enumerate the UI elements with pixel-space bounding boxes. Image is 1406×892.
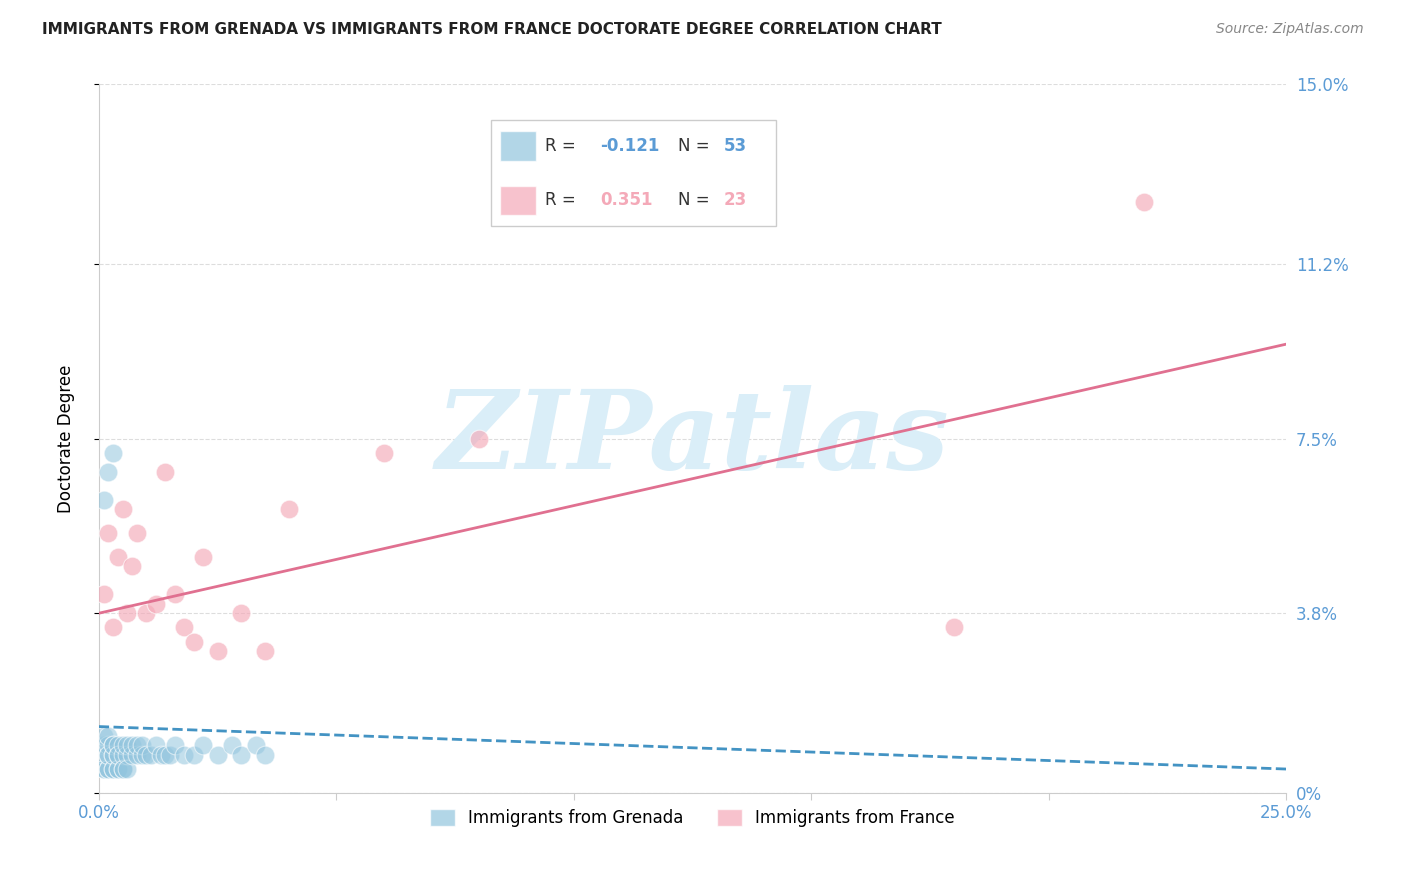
Point bbox=[97, 747, 120, 762]
Y-axis label: Doctorate Degree: Doctorate Degree bbox=[58, 364, 75, 513]
Point bbox=[101, 739, 124, 753]
Point bbox=[93, 739, 115, 753]
Text: 53: 53 bbox=[724, 137, 747, 155]
Point bbox=[101, 739, 124, 753]
Point bbox=[121, 559, 143, 574]
Point bbox=[117, 606, 139, 620]
Point bbox=[193, 739, 215, 753]
Point bbox=[101, 620, 124, 634]
Point bbox=[93, 762, 115, 776]
Point bbox=[97, 762, 120, 776]
Point bbox=[93, 762, 115, 776]
Point bbox=[101, 762, 124, 776]
Point bbox=[97, 762, 120, 776]
Point bbox=[131, 739, 153, 753]
Point bbox=[183, 747, 205, 762]
Point bbox=[117, 739, 139, 753]
Point bbox=[1133, 195, 1156, 210]
Point bbox=[207, 747, 229, 762]
Point bbox=[97, 526, 120, 541]
Point bbox=[101, 762, 124, 776]
Text: 23: 23 bbox=[724, 191, 747, 209]
Point bbox=[163, 587, 186, 601]
FancyBboxPatch shape bbox=[491, 120, 776, 226]
Point bbox=[221, 739, 243, 753]
Point bbox=[245, 739, 267, 753]
Text: N =: N = bbox=[678, 137, 716, 155]
Point bbox=[101, 747, 124, 762]
Point bbox=[111, 762, 134, 776]
Point bbox=[125, 739, 148, 753]
Point bbox=[93, 492, 115, 507]
Point bbox=[193, 549, 215, 564]
Point bbox=[125, 526, 148, 541]
Point bbox=[125, 747, 148, 762]
Point bbox=[97, 729, 120, 743]
Point bbox=[207, 644, 229, 658]
Point bbox=[254, 747, 277, 762]
Point bbox=[111, 762, 134, 776]
Point bbox=[111, 502, 134, 516]
Point bbox=[107, 739, 129, 753]
Point bbox=[121, 739, 143, 753]
Point bbox=[93, 729, 115, 743]
Point bbox=[135, 606, 157, 620]
Point bbox=[121, 747, 143, 762]
Point bbox=[117, 747, 139, 762]
Point bbox=[101, 747, 124, 762]
Point bbox=[942, 620, 965, 634]
Text: -0.121: -0.121 bbox=[600, 137, 659, 155]
Point bbox=[97, 465, 120, 479]
FancyBboxPatch shape bbox=[501, 131, 536, 161]
Point bbox=[145, 739, 167, 753]
Point bbox=[107, 747, 129, 762]
Point bbox=[149, 747, 172, 762]
Point bbox=[107, 762, 129, 776]
Point bbox=[107, 762, 129, 776]
Point bbox=[117, 762, 139, 776]
Point bbox=[183, 634, 205, 648]
Point bbox=[111, 747, 134, 762]
Text: R =: R = bbox=[546, 137, 581, 155]
Text: Source: ZipAtlas.com: Source: ZipAtlas.com bbox=[1216, 22, 1364, 37]
Point bbox=[373, 446, 395, 460]
Point bbox=[231, 747, 253, 762]
Point bbox=[97, 747, 120, 762]
Point bbox=[107, 549, 129, 564]
Text: 0.351: 0.351 bbox=[600, 191, 652, 209]
Point bbox=[173, 620, 195, 634]
FancyBboxPatch shape bbox=[501, 186, 536, 216]
Point bbox=[135, 747, 157, 762]
Legend: Immigrants from Grenada, Immigrants from France: Immigrants from Grenada, Immigrants from… bbox=[423, 803, 962, 834]
Point bbox=[159, 747, 181, 762]
Text: N =: N = bbox=[678, 191, 716, 209]
Point bbox=[254, 644, 277, 658]
Point bbox=[131, 747, 153, 762]
Text: R =: R = bbox=[546, 191, 581, 209]
Text: IMMIGRANTS FROM GRENADA VS IMMIGRANTS FROM FRANCE DOCTORATE DEGREE CORRELATION C: IMMIGRANTS FROM GRENADA VS IMMIGRANTS FR… bbox=[42, 22, 942, 37]
Point bbox=[145, 597, 167, 611]
Text: ZIPatlas: ZIPatlas bbox=[436, 384, 949, 492]
Point bbox=[468, 432, 491, 446]
Point bbox=[155, 747, 177, 762]
Point bbox=[231, 606, 253, 620]
Point bbox=[111, 739, 134, 753]
Point bbox=[107, 747, 129, 762]
Point bbox=[93, 587, 115, 601]
Point bbox=[277, 502, 299, 516]
Point bbox=[93, 747, 115, 762]
Point bbox=[97, 739, 120, 753]
Point bbox=[101, 446, 124, 460]
Point bbox=[173, 747, 195, 762]
Point bbox=[139, 747, 162, 762]
Point bbox=[155, 465, 177, 479]
Point bbox=[163, 739, 186, 753]
